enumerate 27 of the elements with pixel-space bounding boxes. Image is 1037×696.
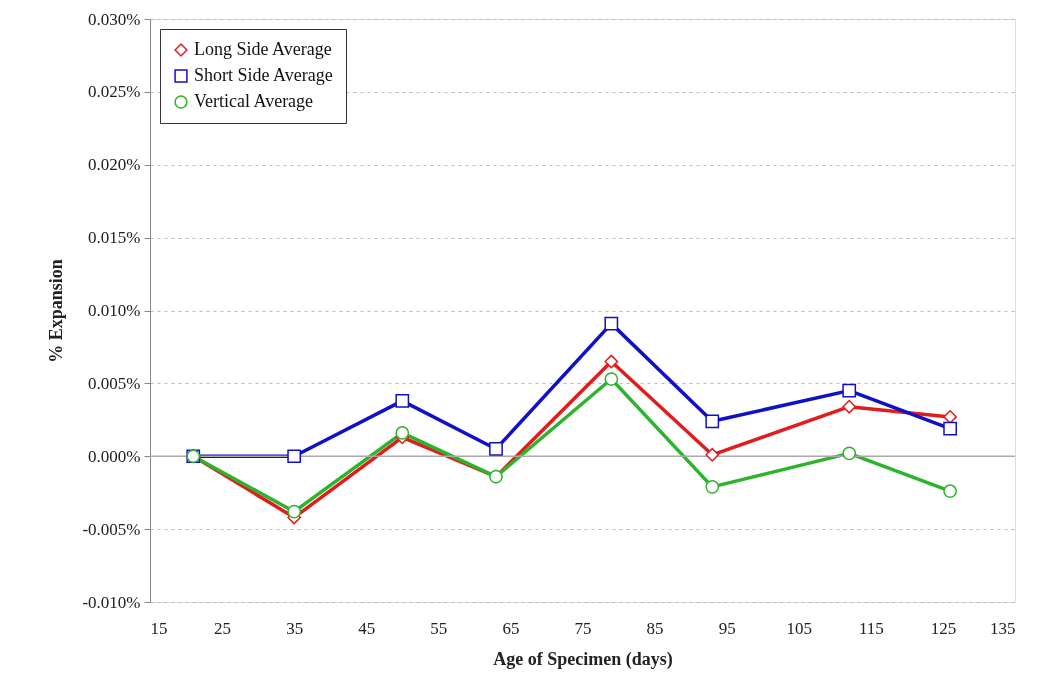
y-tick-label: 0.010%	[88, 301, 141, 320]
x-tick-label: 95	[718, 618, 736, 638]
x-tick-label: 75	[574, 618, 592, 638]
y-tick-label: 0.030%	[88, 9, 141, 29]
y-tick-label: 0.020%	[88, 155, 141, 175]
y-axis-title: % Expansion	[46, 259, 67, 363]
x-axis-title: Age of Specimen (days)	[493, 648, 673, 670]
x-tick-label: 65	[502, 618, 520, 638]
y-tick-label: 0.025%	[88, 82, 141, 102]
y-tick-label: 0.000%	[88, 446, 141, 466]
x-tick-label: 115	[858, 618, 884, 638]
x-tick-label: 45	[358, 618, 376, 638]
x-tick-label: 85	[646, 618, 664, 638]
x-tick-label: 105	[786, 618, 812, 638]
x-tick-label: 55	[430, 618, 448, 638]
legend-label: Vertical Average	[194, 91, 314, 111]
y-tick-label: 0.005%	[88, 373, 141, 393]
legend-label: Long Side Average	[194, 39, 332, 59]
x-tick-label: 135	[990, 618, 1016, 638]
y-tick-label: -0.010%	[82, 592, 141, 612]
x-tick-label: 35	[286, 618, 304, 638]
x-tick-label: 25	[214, 618, 232, 638]
y-tick-label: -0.005%	[82, 519, 141, 539]
y-tick-label: 0.015%	[88, 228, 141, 248]
legend-label: Short Side Average	[194, 65, 333, 85]
x-tick-label: 125	[930, 618, 957, 638]
x-tick-label: 15	[150, 618, 168, 638]
